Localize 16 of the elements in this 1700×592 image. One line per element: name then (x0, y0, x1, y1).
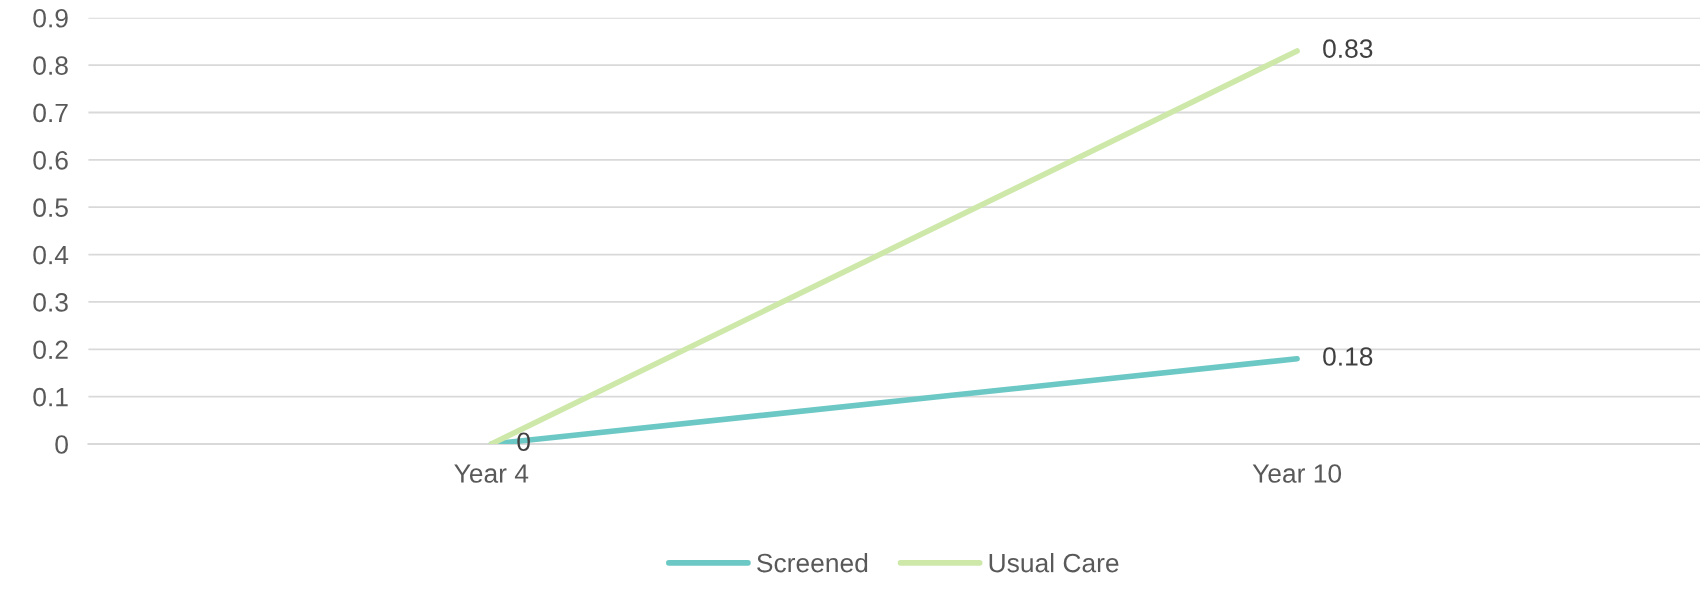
legend-label: Usual Care (989, 553, 1119, 573)
y-tick-label: 0.3 (33, 293, 68, 312)
x-tick-label: Year 10 (1252, 464, 1342, 483)
y-tick-label: 0.8 (33, 56, 68, 75)
y-tick-label: 0 (55, 435, 68, 454)
data-label: 0.18 (1323, 347, 1373, 366)
y-tick-label: 0.6 (33, 150, 68, 170)
y-tick-label: 0.2 (33, 340, 68, 360)
y-tick-label: 0.5 (33, 198, 68, 218)
y-tick-label: 0.7 (33, 103, 68, 123)
y-tick-label: 0.4 (33, 245, 69, 265)
data-label: 0.83 (1323, 39, 1373, 58)
x-tick-label: Year 4 (454, 464, 529, 483)
legend-label: Screened (757, 553, 868, 573)
y-tick-label: 0.1 (33, 387, 68, 407)
y-tick-label: 0.9 (33, 8, 68, 28)
